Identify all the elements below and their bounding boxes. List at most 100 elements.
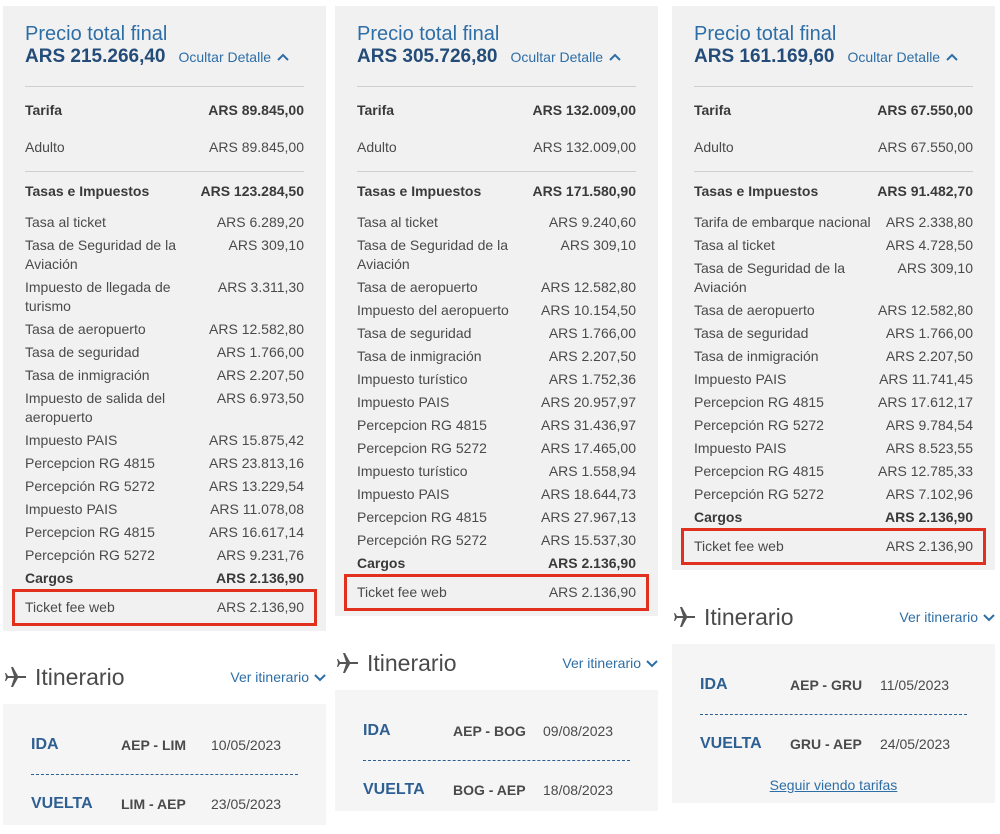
item-value: ARS 20.957,97 (541, 394, 636, 410)
section-value: ARS 89.845,00 (208, 102, 304, 118)
column: Precio total final ARS 305.726,80 Ocultar … (335, 6, 658, 834)
item-label: Tasa al ticket (694, 237, 775, 253)
item-label: Tasa de seguridad (357, 325, 472, 341)
itinerary: Itinerario Ver itinerario IDA AEP - LIM 10/0… (3, 662, 326, 825)
item-row: Percepcion RG 4815 ARS 27.967,13 (357, 506, 636, 529)
item-label: Percepción RG 5272 (25, 478, 155, 494)
price-panel: Precio total final ARS 161.169,60 Ocultar … (672, 6, 995, 570)
item-label: Impuesto PAIS (694, 440, 787, 456)
section-label: Tasas e Impuestos (357, 183, 482, 199)
item-value: ARS 6.973,50 (216, 390, 304, 406)
item-row: Percepción RG 5272 ARS 9.784,54 (694, 414, 973, 437)
item-row: Ticket fee web ARS 2.136,90 (12, 589, 317, 626)
item-value: ARS 11.741,45 (879, 371, 973, 387)
column: Precio total final ARS 161.169,60 Ocultar … (672, 6, 995, 834)
item-row: Percepción RG 5272 ARS 9.231,76 (25, 544, 304, 567)
item-row: Impuesto PAIS ARS 11.078,08 (25, 498, 304, 521)
view-itinerary-link[interactable]: Ver itinerario (230, 669, 326, 685)
itinerary-header: Itinerario Ver itinerario (672, 602, 995, 632)
plane-icon (5, 667, 26, 687)
leg-label: VUELTA (363, 781, 425, 798)
price-header: ARS 215.266,40 Ocultar Detalle (25, 46, 304, 87)
item-label: Percepcion RG 4815 (357, 417, 487, 433)
item-value: ARS 1.766,00 (885, 325, 973, 341)
itinerary-title: Itinerario (672, 604, 793, 631)
leg-row: VUELTA GRU - AEP 24/05/2023 (700, 733, 967, 755)
item-label: Tasa de inmigración (694, 348, 819, 364)
item-value: ARS 1.766,00 (216, 344, 304, 360)
toggle-detail[interactable]: Ocultar Detalle (511, 49, 622, 65)
item-value: ARS 309,10 (560, 237, 637, 253)
item-label: Impuesto PAIS (357, 394, 450, 410)
item-value: ARS 31.436,97 (541, 417, 636, 433)
dashed-divider (363, 760, 630, 761)
item-label: Tasa de inmigración (357, 348, 482, 364)
itinerary-title: Itinerario (3, 664, 124, 691)
item-row: Impuesto PAIS ARS 15.875,42 (25, 429, 304, 452)
item-label: Tasa de aeropuerto (694, 302, 815, 318)
leg-date: 23/05/2023 (211, 796, 282, 812)
leg-row: VUELTA LIM - AEP 23/05/2023 (31, 793, 298, 815)
item-row: Percepcion RG 4815 ARS 23.813,16 (25, 452, 304, 475)
itinerary: Itinerario Ver itinerario IDA AEP - BOG 09/0… (335, 648, 658, 811)
item-row: Tasa de inmigración ARS 2.207,50 (694, 345, 973, 368)
item-value: ARS 12.582,80 (541, 279, 636, 295)
toggle-text: Ocultar Detalle (510, 49, 604, 65)
item-label: Percepción RG 5272 (694, 486, 824, 502)
plane-icon (337, 653, 358, 673)
item-row: Ticket fee web ARS 2.136,90 (344, 574, 649, 611)
item-label: Adulto (357, 139, 397, 155)
item-row: Ticket fee web ARS 2.136,90 (681, 528, 986, 565)
itinerary-card: IDA AEP - LIM 10/05/2023 VUELTA LIM - AEP 23/… (3, 704, 326, 825)
item-row: Percepcion RG 4815 ARS 17.612,17 (694, 391, 973, 414)
leg-date: 09/08/2023 (543, 723, 614, 739)
item-label: Percepcion RG 4815 (357, 509, 487, 525)
item-row: Tasa de inmigración ARS 2.207,50 (357, 345, 636, 368)
toggle-text: Ocultar Detalle (178, 49, 272, 65)
chevron-down-icon (314, 673, 326, 681)
item-row: Tasa de Seguridad de la Aviación ARS 309,… (357, 234, 636, 276)
itinerary-title-text: Itinerario (367, 649, 457, 676)
itinerary-title: Itinerario (335, 650, 456, 677)
section-value: ARS 2.136,90 (548, 555, 636, 571)
item-value: ARS 7.102,96 (885, 486, 973, 502)
section-label: Tasas e Impuestos (694, 183, 819, 199)
dashed-divider (700, 714, 967, 715)
leg-route: AEP - LIM (121, 737, 187, 753)
item-value: ARS 10.154,50 (541, 302, 636, 318)
leg-label: IDA (363, 722, 391, 739)
total-price: ARS 215.266,40 (25, 46, 166, 67)
item-label: Tasa de aeropuerto (25, 321, 146, 337)
item-row: Impuesto PAIS ARS 11.741,45 (694, 368, 973, 391)
itinerary-header: Itinerario Ver itinerario (335, 648, 658, 678)
price-section: Tasas e Impuestos ARS 123.284,50 Tasa al t… (25, 171, 304, 567)
item-row: Percepción RG 5272 ARS 13.229,54 (25, 475, 304, 498)
item-row: Tasa al ticket ARS 6.289,20 (25, 211, 304, 234)
section-label: Tarifa (25, 102, 63, 118)
item-label: Percepcion RG 4815 (694, 463, 824, 479)
toggle-detail[interactable]: Ocultar Detalle (179, 49, 290, 65)
section-label: Cargos (25, 570, 74, 586)
more-fares-link[interactable]: Seguir viendo tarifas (769, 777, 898, 793)
view-itinerary-text: Ver itinerario (899, 609, 978, 625)
item-row: Tasa de seguridad ARS 1.766,00 (25, 341, 304, 364)
item-value: ARS 6.289,20 (216, 214, 304, 230)
column: Precio total final ARS 215.266,40 Ocultar … (3, 6, 326, 834)
item-value: ARS 17.612,17 (878, 394, 973, 410)
item-label: Adulto (25, 139, 65, 155)
toggle-detail[interactable]: Ocultar Detalle (848, 49, 959, 65)
item-row: Percepcion RG 4815 ARS 16.617,14 (25, 521, 304, 544)
item-row: Tasa de aeropuerto ARS 12.582,80 (25, 318, 304, 341)
item-row: Percepcion RG 5272 ARS 17.465,00 (357, 437, 636, 460)
item-label: Percepción RG 5272 (357, 532, 487, 548)
chevron-down-icon (646, 659, 658, 667)
item-value: ARS 132.009,00 (533, 139, 636, 155)
item-row: Percepción RG 5272 ARS 7.102,96 (694, 483, 973, 506)
view-itinerary-link[interactable]: Ver itinerario (562, 655, 658, 671)
section-row: Tasas e Impuestos ARS 171.580,90 (357, 171, 636, 211)
leg-route: GRU - AEP (790, 736, 862, 752)
itinerary: Itinerario Ver itinerario IDA AEP - GRU 11/0… (672, 602, 995, 803)
item-value: ARS 12.582,80 (878, 302, 973, 318)
view-itinerary-link[interactable]: Ver itinerario (899, 609, 995, 625)
